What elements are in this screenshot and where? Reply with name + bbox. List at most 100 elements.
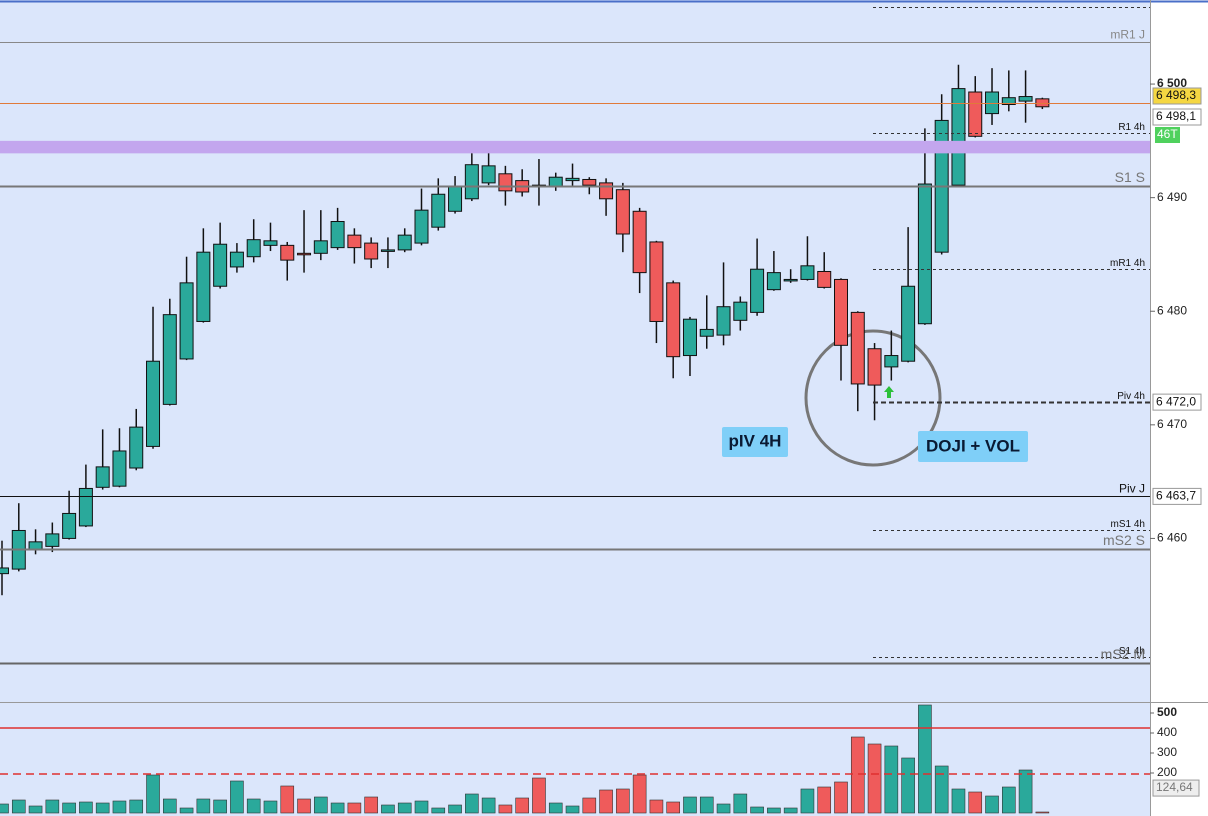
annotation: DOJI + VOL — [926, 436, 1020, 455]
candle-body — [464, 164, 479, 200]
candle-body — [129, 426, 144, 469]
zone — [0, 140, 1150, 154]
level-label: S1 S — [1115, 169, 1145, 185]
volume-bar — [616, 788, 630, 814]
candle-body — [985, 91, 1000, 115]
candle-body — [951, 88, 966, 186]
volume-bar — [1001, 786, 1016, 814]
volume-ma-label: 124,64 — [1156, 780, 1193, 794]
volume-bar — [532, 777, 546, 814]
volume-bar — [783, 807, 798, 814]
volume-bar — [632, 774, 647, 814]
volume-bar — [414, 800, 429, 814]
volume-tick-label: 200 — [1157, 765, 1177, 779]
volume-bar — [431, 807, 446, 814]
volume-bar — [347, 802, 362, 814]
volume-bar — [1018, 769, 1033, 814]
volume-bar — [481, 797, 496, 814]
volume-bar — [918, 704, 932, 814]
volume-bar — [196, 798, 211, 814]
candle-body — [901, 285, 916, 362]
volume-bar — [716, 803, 731, 814]
candle-body — [431, 193, 446, 228]
candle-body — [297, 252, 312, 256]
price-tag-label: 6 498,3 — [1156, 88, 1196, 102]
candle-body — [146, 360, 161, 447]
candle-body — [716, 306, 731, 336]
volume-bar — [364, 796, 378, 814]
candle-body — [834, 278, 848, 346]
candle-body — [1001, 97, 1016, 106]
price-tag — [1152, 87, 1202, 105]
volume-bar — [213, 799, 227, 814]
level-label: mS1 4h — [1111, 519, 1145, 530]
candle-body — [582, 178, 597, 186]
volume-bar — [750, 806, 764, 814]
candle-body — [565, 177, 580, 182]
candle-body — [280, 244, 295, 261]
candle-body — [1035, 98, 1050, 108]
volume-bar — [62, 802, 76, 814]
candle-body — [481, 165, 496, 184]
volume-bar — [934, 765, 949, 814]
candle-body — [884, 355, 899, 368]
candle-body — [0, 567, 9, 575]
candle-body — [313, 240, 328, 254]
candle-body — [548, 176, 563, 187]
candle-body — [62, 512, 77, 539]
volume-bar — [901, 757, 915, 814]
level-label: Piv J — [1119, 481, 1145, 495]
candles — [0, 64, 1050, 596]
candle-body — [448, 185, 463, 212]
candle-body — [179, 282, 194, 360]
candle-body — [263, 240, 278, 246]
candle-body — [783, 278, 798, 282]
annotation-box — [722, 427, 788, 457]
y-tick-label: 6 460 — [1157, 531, 1187, 545]
candle-body — [817, 270, 832, 288]
timer-tag-bg — [1155, 127, 1180, 143]
volume-tick-label: 300 — [1157, 745, 1177, 759]
candle-body — [330, 221, 345, 249]
candle-body — [917, 183, 932, 325]
level-label: mS2 M — [1101, 646, 1145, 662]
volume-bar — [129, 799, 144, 814]
candle-body — [498, 173, 513, 192]
candle-body — [380, 249, 395, 252]
volume-tick-label: 500 — [1157, 705, 1177, 719]
price-tag — [1152, 487, 1202, 505]
price-tag-label: 6 472,0 — [1156, 394, 1196, 408]
annotation-box — [918, 431, 1028, 462]
level-label: mR1 J — [1110, 27, 1145, 41]
price-tag-label: 6 463,7 — [1156, 489, 1196, 503]
timer-tag: 46T — [1157, 127, 1178, 141]
level-label: Piv 4h — [1117, 391, 1145, 402]
volume-bar — [263, 800, 278, 814]
volume-bar — [599, 789, 613, 814]
candle-body — [213, 243, 228, 287]
volume-bar — [280, 785, 295, 814]
volume-ma-tag — [1152, 779, 1200, 797]
volume-bar — [683, 796, 697, 814]
volume-bar — [817, 786, 832, 814]
candle-body — [649, 241, 664, 322]
volume-bar — [79, 801, 93, 814]
volume-bar — [397, 802, 412, 814]
level-label: R1 4h — [1118, 122, 1145, 133]
volume-bar — [28, 805, 43, 814]
volume-bar — [314, 796, 328, 814]
volume-bar — [448, 804, 462, 814]
candle-body — [229, 251, 244, 268]
candle-body — [414, 209, 429, 244]
volume-bar — [381, 804, 395, 814]
candle-body — [162, 314, 177, 405]
candle-body — [682, 318, 697, 357]
highlight-circle — [804, 329, 942, 467]
volume-bar — [179, 807, 194, 814]
candle-body — [397, 234, 412, 251]
volume-bar — [884, 745, 899, 814]
volume-bar — [548, 802, 563, 814]
volume-bar — [850, 736, 865, 814]
price-tag — [1152, 108, 1202, 126]
